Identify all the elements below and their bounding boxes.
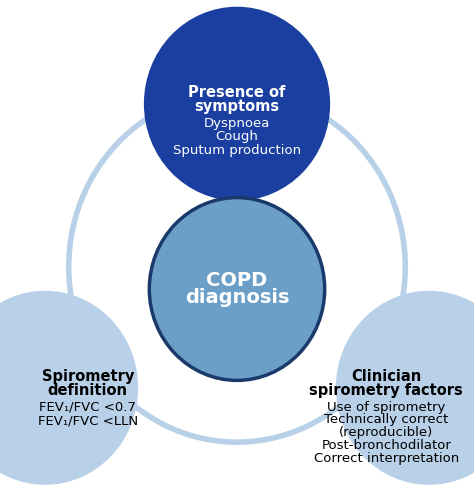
Text: definition: definition (48, 383, 128, 398)
Circle shape (337, 291, 474, 484)
Text: Clinician: Clinician (351, 369, 421, 384)
Circle shape (0, 291, 137, 484)
Text: Spirometry: Spirometry (42, 369, 134, 384)
Text: Sputum production: Sputum production (173, 144, 301, 157)
Text: COPD: COPD (206, 271, 268, 290)
Circle shape (149, 198, 325, 380)
Text: Use of spirometry: Use of spirometry (327, 401, 446, 413)
Text: Technically correct: Technically correct (324, 413, 448, 426)
Text: Cough: Cough (216, 130, 258, 143)
Text: Presence of: Presence of (188, 85, 286, 100)
Text: FEV₁/FVC <0.7: FEV₁/FVC <0.7 (39, 401, 136, 413)
Circle shape (145, 7, 329, 200)
Text: Correct interpretation: Correct interpretation (314, 452, 459, 465)
Text: FEV₁/FVC <LLN: FEV₁/FVC <LLN (37, 414, 138, 427)
Text: Dyspnoea: Dyspnoea (204, 117, 270, 129)
Text: spirometry factors: spirometry factors (310, 383, 463, 398)
Text: (reproducible): (reproducible) (339, 426, 433, 439)
Text: Post-bronchodilator: Post-bronchodilator (321, 439, 451, 452)
Text: diagnosis: diagnosis (185, 288, 289, 307)
Text: symptoms: symptoms (194, 99, 280, 114)
